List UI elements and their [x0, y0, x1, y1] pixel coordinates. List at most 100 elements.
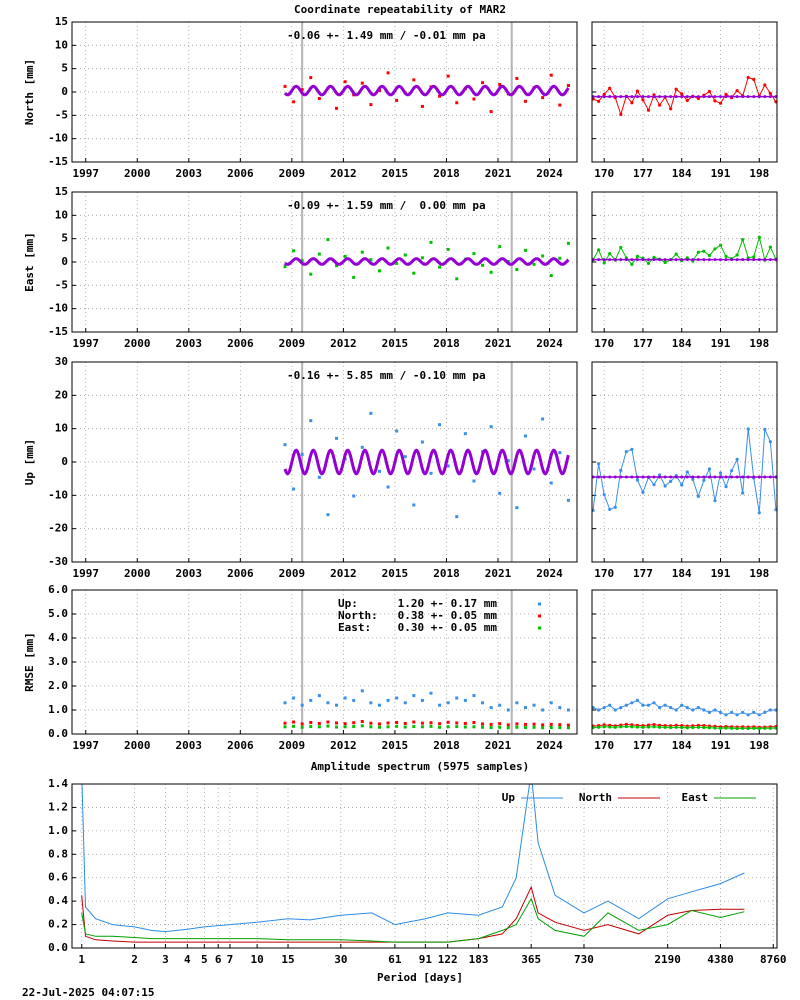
x-tick-label: 61	[388, 953, 402, 966]
panel: 170 177 184 191 198	[591, 361, 778, 580]
x-tick-label: 191	[711, 337, 731, 350]
model-point	[663, 475, 667, 479]
model-point	[741, 95, 745, 99]
model-point	[724, 475, 728, 479]
y-tick-label: 1.0	[48, 703, 68, 716]
model-point	[746, 258, 750, 262]
point	[386, 725, 390, 729]
x-tick-label: 4	[184, 953, 191, 966]
point	[669, 725, 673, 730]
point	[343, 254, 347, 258]
point	[674, 87, 678, 91]
x-tick-label: 177	[633, 567, 653, 580]
x-tick-label: 2009	[279, 739, 306, 752]
point	[429, 471, 433, 475]
point	[691, 725, 695, 730]
point	[549, 274, 553, 278]
point	[652, 255, 656, 259]
point	[429, 240, 433, 244]
model-point	[752, 95, 756, 99]
point	[386, 485, 390, 489]
y-tick-label: 0.0	[48, 941, 68, 954]
model-point	[680, 475, 684, 479]
marks	[592, 235, 777, 266]
point	[438, 423, 442, 427]
x-tick-label: 2006	[227, 739, 254, 752]
frame	[71, 361, 578, 563]
point	[515, 722, 519, 726]
point	[463, 698, 467, 702]
series-line	[593, 726, 776, 730]
model-point	[619, 258, 623, 262]
point	[283, 725, 287, 729]
seasonal-model	[283, 257, 570, 266]
model-point	[663, 95, 667, 99]
model-point	[630, 258, 634, 262]
point	[707, 253, 712, 258]
point	[335, 703, 339, 707]
point	[446, 247, 450, 251]
model-point	[691, 258, 695, 262]
point	[685, 98, 689, 102]
point	[624, 450, 628, 454]
point	[438, 94, 442, 98]
x-tick-label: 184	[672, 567, 692, 580]
point	[472, 720, 476, 724]
point	[506, 726, 510, 730]
point	[481, 722, 485, 726]
y-tick-label: 1.2	[48, 800, 68, 813]
point	[377, 703, 381, 707]
model-point	[707, 258, 711, 262]
point	[613, 708, 617, 712]
x-tick-label: 170	[594, 337, 614, 350]
point	[652, 483, 656, 487]
point	[646, 725, 651, 729]
point	[360, 724, 364, 728]
point	[541, 726, 545, 730]
x-tick-label: 177	[633, 167, 653, 180]
point	[446, 74, 450, 78]
point	[360, 81, 364, 85]
point	[515, 725, 519, 729]
seasonal-model	[283, 84, 570, 97]
x-tick-label: 2018	[433, 167, 460, 180]
x-tick-label: 2	[131, 953, 138, 966]
panel: 170 177 184 191 198	[591, 589, 778, 752]
point	[602, 92, 606, 96]
y-tick-label: 0	[61, 455, 68, 468]
x-tick-label: 177	[633, 337, 653, 350]
x-tick-label: 2003	[176, 167, 203, 180]
model-point	[774, 258, 777, 262]
model-point	[592, 95, 595, 99]
x-tick-label: 2015	[382, 567, 409, 580]
marks	[283, 362, 570, 562]
x-tick-label: 6	[215, 953, 222, 966]
point	[549, 726, 553, 730]
point	[757, 511, 761, 515]
x-tick-label: 2006	[227, 567, 254, 580]
point	[646, 703, 651, 707]
point	[757, 726, 761, 731]
model-point	[619, 475, 623, 479]
x-tick-label: 122	[438, 953, 458, 966]
point	[566, 241, 570, 245]
model-point	[774, 475, 777, 479]
point	[541, 96, 545, 100]
point	[735, 713, 739, 717]
x-tick-label: 170	[594, 739, 614, 752]
point	[343, 696, 347, 700]
model-point	[730, 95, 734, 99]
model-point	[669, 475, 673, 479]
model-point	[741, 475, 745, 479]
point	[729, 469, 734, 473]
point	[489, 726, 493, 730]
point	[763, 710, 767, 715]
model-point	[719, 475, 723, 479]
model-point	[635, 258, 639, 262]
point	[386, 71, 390, 75]
x-tick-label: 10	[251, 953, 264, 966]
point	[602, 706, 606, 710]
series-line	[81, 784, 745, 933]
point	[663, 703, 667, 707]
model-point	[696, 258, 700, 262]
